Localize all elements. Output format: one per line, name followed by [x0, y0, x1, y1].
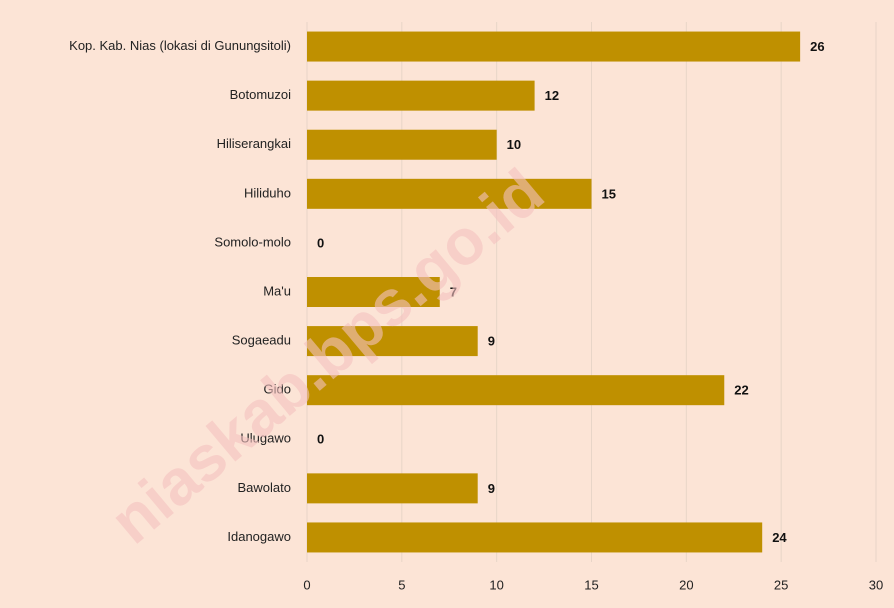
bar — [307, 473, 478, 504]
data-label: 9 — [488, 481, 495, 496]
y-tick-label: Sogaeadu — [232, 333, 291, 348]
x-tick-label: 15 — [584, 577, 598, 592]
y-tick-label: Kop. Kab. Nias (lokasi di Gunungsitoli) — [69, 38, 291, 53]
bar — [307, 178, 592, 209]
y-tick-label: Gido — [264, 382, 291, 397]
y-tick-label: Idanogawo — [227, 529, 291, 544]
y-tick-label: Hiliserangkai — [217, 136, 292, 151]
data-label: 7 — [450, 284, 457, 299]
bar — [307, 129, 497, 160]
y-tick-label: Ulugawo — [240, 431, 291, 446]
y-tick-label: Bawolato — [238, 480, 291, 495]
x-tick-label: 10 — [489, 577, 503, 592]
y-tick-label: Somolo-molo — [214, 234, 291, 249]
data-label: 24 — [772, 530, 787, 545]
data-label: 15 — [602, 186, 616, 201]
bar — [307, 326, 478, 357]
data-label: 0 — [317, 235, 324, 250]
data-label: 9 — [488, 334, 495, 349]
x-tick-label: 20 — [679, 577, 693, 592]
y-tick-label: Botomuzoi — [230, 87, 292, 102]
bar — [307, 522, 763, 553]
x-tick-label: 0 — [303, 577, 310, 592]
y-tick-label: Ma'u — [263, 283, 291, 298]
x-tick-label: 25 — [774, 577, 788, 592]
bar — [307, 31, 801, 62]
data-label: 10 — [507, 137, 521, 152]
bar — [307, 80, 535, 111]
y-tick-label: Hiliduho — [244, 185, 291, 200]
data-label: 22 — [734, 383, 748, 398]
bar — [307, 277, 440, 307]
data-label: 12 — [545, 88, 559, 103]
x-tick-label: 30 — [869, 577, 883, 592]
bar — [307, 375, 725, 406]
data-label: 26 — [810, 39, 824, 54]
x-tick-label: 5 — [398, 577, 405, 592]
data-label: 0 — [317, 432, 324, 447]
